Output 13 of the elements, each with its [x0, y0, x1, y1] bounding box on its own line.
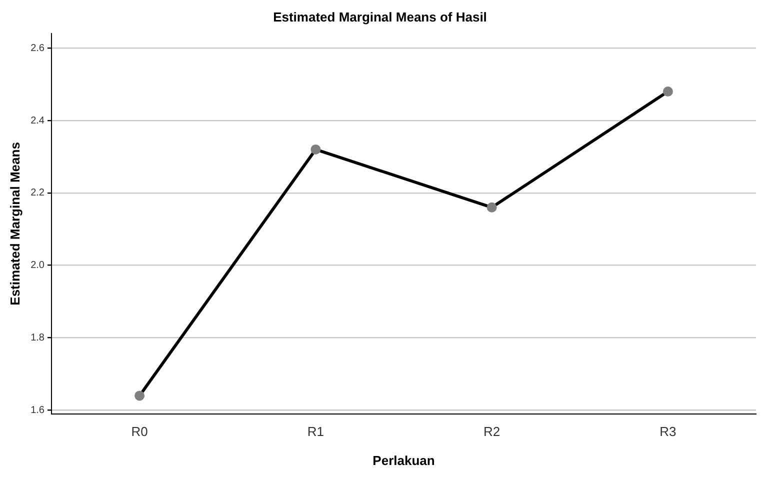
x-tick-label: R2 [484, 424, 500, 440]
y-tick-label: 2.0 [30, 260, 45, 272]
x-tick-label: R1 [307, 424, 324, 440]
y-tick-label: 2.4 [30, 115, 45, 126]
chart-title: Estimated Marginal Means of Hasil [273, 9, 487, 24]
y-tick-label: 2.2 [30, 188, 45, 199]
x-axis-title: Perlakuan [372, 452, 435, 468]
y-axis-title: Estimated Marginal Means [7, 142, 22, 306]
x-tick-label: R3 [660, 424, 676, 440]
y-tick-label: 1.8 [30, 332, 45, 344]
y-tick-label: 2.6 [30, 42, 45, 54]
y-tick-label: 1.6 [30, 404, 45, 416]
x-tick-label: R0 [131, 424, 148, 440]
